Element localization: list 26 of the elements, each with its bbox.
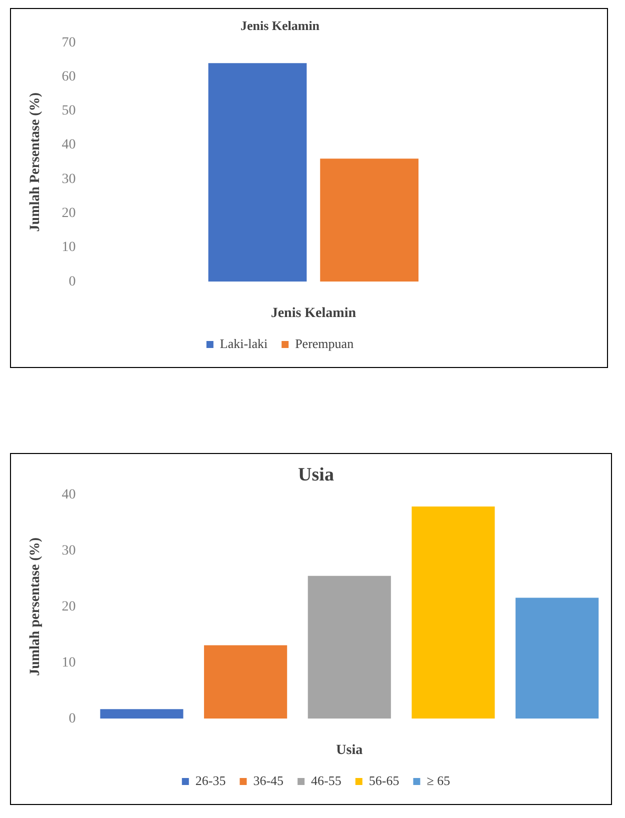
y-tick-label: 0	[68, 274, 76, 290]
y-tick-label: 20	[62, 206, 76, 221]
y-tick-label: 40	[62, 487, 76, 502]
y-tick-label: 60	[62, 69, 76, 84]
legend-label: ≥ 65	[426, 772, 450, 788]
y-tick-label: 10	[62, 655, 76, 670]
y-tick-label: 10	[62, 240, 76, 256]
y-tick-label: 70	[62, 35, 76, 50]
legend-label: Laki-laki	[220, 336, 268, 351]
legend-label: 26-35	[195, 772, 226, 788]
y-axis-title: Jumlah Persentase (%)	[28, 92, 44, 232]
y-tick-label: 30	[62, 543, 76, 558]
legend-label: Perempuan	[295, 336, 354, 351]
y-axis-title: Jumlah persentase (%)	[28, 537, 44, 676]
y-tick-label: 40	[62, 138, 76, 153]
x-axis-title: Jenis Kelamin	[270, 306, 356, 322]
y-tick-label: 30	[62, 172, 76, 187]
chart-title: Jenis Kelamin	[240, 18, 320, 34]
y-tick-label: 20	[62, 599, 76, 614]
y-tick-label: 0	[68, 711, 76, 726]
legend-label: 36-45	[253, 772, 284, 788]
legend-label: 46-55	[311, 772, 342, 788]
legend-label: 56-65	[368, 772, 400, 788]
y-tick-label: 50	[62, 104, 76, 119]
chart-title: Usia	[298, 464, 334, 486]
x-axis-title: Usia	[336, 743, 363, 758]
